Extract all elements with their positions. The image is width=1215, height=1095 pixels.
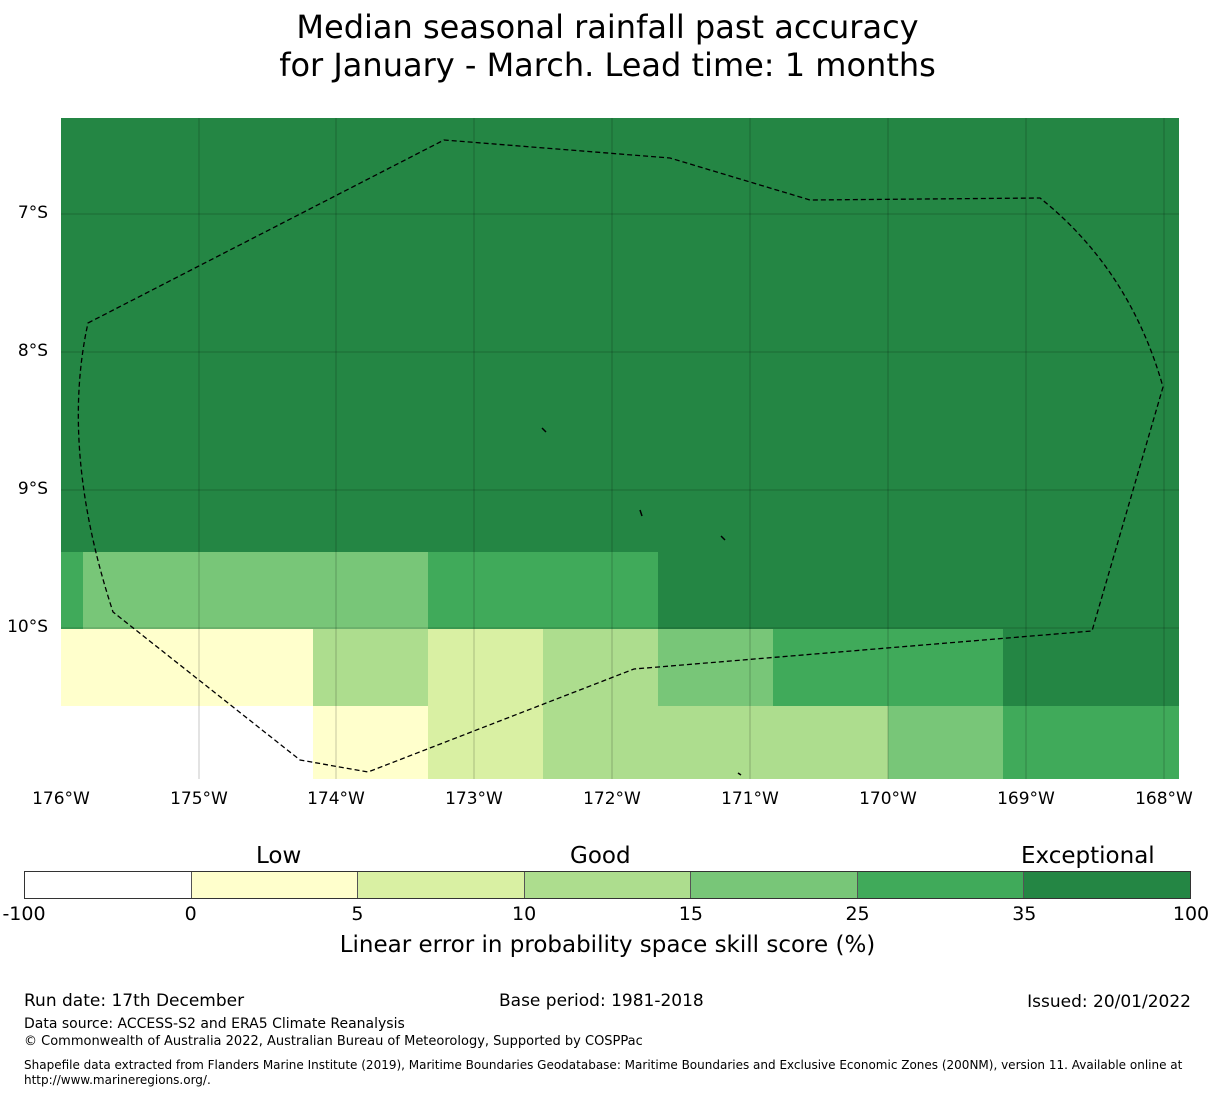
longitude-label: 172°W (583, 789, 641, 809)
grid-cell (658, 552, 1179, 629)
grid-cell (1003, 629, 1179, 706)
grid-cell (313, 706, 428, 779)
grid-cell (428, 706, 543, 779)
island-marks (541, 427, 742, 776)
grid-cell (1003, 706, 1179, 779)
colorbar-tick-label: 35 (1012, 903, 1037, 925)
longitude-label: 175°W (170, 789, 228, 809)
colorbar-category-exceptional: Exceptional (1021, 843, 1155, 869)
grid-cell (888, 706, 1003, 779)
colorbar-category-low: Low (256, 843, 302, 869)
longitude-label: 169°W (997, 789, 1055, 809)
grid-cell (83, 552, 428, 629)
longitude-label: 171°W (721, 789, 779, 809)
grid-cell (543, 629, 658, 706)
grid-cell (61, 552, 83, 629)
chart-title-line-2: for January - March. Lead time: 1 months (279, 46, 936, 84)
island-mark (541, 427, 547, 433)
shapefile-credit: Shapefile data extracted from Flanders M… (24, 1058, 1183, 1087)
colorbar-segment (1024, 872, 1191, 898)
grid-cell (658, 629, 773, 706)
longitude-label: 176°W (32, 789, 90, 809)
copyright: © Commonwealth of Australia 2022, Austra… (24, 1034, 643, 1049)
skill-map (61, 118, 1179, 779)
grid-cell (61, 118, 1179, 552)
grid-cell (61, 629, 313, 706)
colorbar-tick-label: 0 (184, 903, 197, 925)
island-mark (720, 535, 726, 541)
colorbar-category-good: Good (570, 843, 631, 869)
colorbar-tick-label: -100 (2, 903, 46, 925)
longitude-label: 168°W (1135, 789, 1193, 809)
issued-date: Issued: 20/01/2022 (1027, 992, 1191, 1012)
latitude-label: 8°S (17, 341, 48, 361)
colorbar-tick-label: 10 (512, 903, 537, 925)
map-gridlines (61, 118, 1179, 779)
chart-title-line-1: Median seasonal rainfall past accuracy (296, 8, 919, 46)
grid-cell (428, 552, 658, 629)
colorbar-tick-label: 25 (845, 903, 870, 925)
colorbar-segment (524, 872, 692, 898)
base-period: Base period: 1981-2018 (499, 991, 704, 1011)
colorbar-segment (691, 872, 858, 898)
colorbar-tick-label: 15 (678, 903, 703, 925)
grid-cell (773, 629, 1003, 706)
latitude-label: 9°S (17, 479, 48, 499)
grid-cell (428, 629, 543, 706)
colorbar-segment (857, 872, 1025, 898)
latitude-label: 10°S (7, 617, 48, 637)
skill-grid-cells (61, 118, 1179, 779)
colorbar-segment (191, 872, 359, 898)
longitude-label: 170°W (859, 789, 917, 809)
island-mark (737, 772, 742, 776)
data-source: Data source: ACCESS-S2 and ERA5 Climate … (24, 1016, 405, 1032)
longitude-label: 174°W (307, 789, 365, 809)
colorbar-segment (358, 872, 525, 898)
longitude-label: 173°W (445, 789, 503, 809)
grid-cell (313, 629, 428, 706)
eez-boundary (77, 139, 1164, 773)
grid-cell (61, 706, 313, 779)
colorbar-axis-label: Linear error in probability space skill … (339, 932, 876, 958)
run-date: Run date: 17th December (24, 991, 245, 1011)
latitude-label: 7°S (17, 203, 48, 223)
colorbar-tick-label: 5 (351, 903, 364, 925)
colorbar (24, 871, 1191, 899)
colorbar-tick-label: 100 (1172, 903, 1210, 925)
island-mark (639, 509, 643, 517)
grid-cell (543, 706, 888, 779)
colorbar-segment (25, 872, 192, 898)
